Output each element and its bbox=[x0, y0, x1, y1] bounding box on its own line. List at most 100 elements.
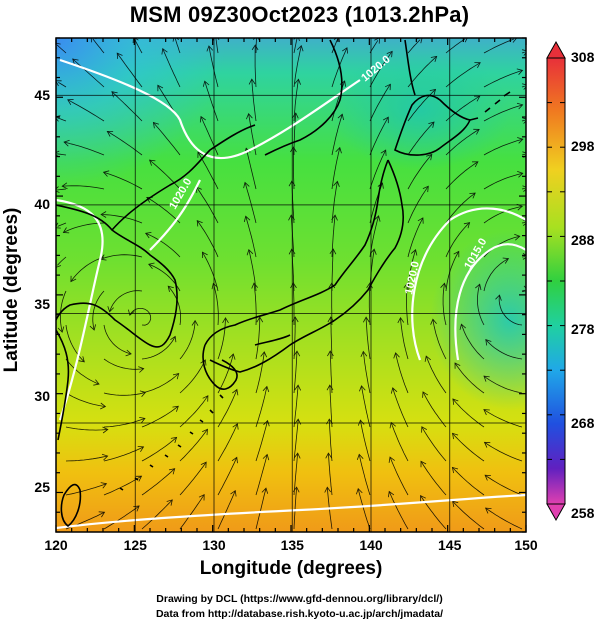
streamline-arrow bbox=[232, 423, 239, 430]
contour-1020-east bbox=[411, 207, 526, 361]
streamline bbox=[149, 159, 181, 190]
streamline-arrow bbox=[483, 375, 490, 382]
streamline bbox=[483, 172, 523, 190]
streamline-arrow bbox=[475, 283, 482, 291]
streamline bbox=[484, 474, 523, 496]
streamline bbox=[174, 38, 181, 54]
coast-china-korea bbox=[56, 204, 178, 348]
streamline-arrow bbox=[421, 426, 427, 433]
streamline bbox=[328, 419, 333, 462]
streamline-arrow bbox=[374, 38, 380, 44]
streamline-arrow bbox=[403, 282, 411, 289]
streamline-arrow bbox=[148, 262, 155, 269]
streamline bbox=[57, 256, 67, 266]
streamline bbox=[432, 319, 447, 360]
streamline bbox=[483, 375, 523, 394]
streamline bbox=[521, 188, 525, 190]
streamline-arrow bbox=[251, 44, 259, 51]
streamline bbox=[406, 283, 409, 326]
streamline bbox=[368, 282, 371, 326]
streamline bbox=[255, 38, 257, 54]
streamline bbox=[369, 149, 387, 190]
streamline bbox=[146, 197, 181, 224]
streamline-arrow bbox=[139, 417, 146, 424]
streamline bbox=[293, 453, 299, 496]
streamline-arrow bbox=[512, 38, 518, 43]
y-tick-label-30: 30 bbox=[34, 388, 50, 404]
streamline bbox=[392, 387, 409, 428]
streamline bbox=[445, 95, 480, 122]
streamline-arrow bbox=[429, 88, 437, 96]
streamline bbox=[217, 490, 236, 530]
contour-1020-west bbox=[56, 198, 104, 421]
streamline-arrow bbox=[291, 316, 299, 323]
streamline-arrow bbox=[246, 248, 254, 256]
streamline-arrow bbox=[420, 494, 426, 502]
streamline bbox=[57, 222, 67, 227]
streamline-arrow bbox=[148, 159, 156, 166]
streamline bbox=[521, 153, 525, 156]
streamline bbox=[485, 507, 523, 530]
streamline-arrow bbox=[116, 52, 123, 59]
streamline bbox=[331, 47, 348, 88]
coast-kurils bbox=[469, 91, 511, 121]
streamline bbox=[103, 446, 144, 462]
streamline-arrow bbox=[326, 384, 334, 391]
streamline-arrow bbox=[90, 38, 97, 43]
streamline bbox=[65, 455, 108, 462]
streamline bbox=[217, 423, 238, 462]
streamline-arrow bbox=[56, 150, 60, 158]
streamline-arrow bbox=[410, 249, 418, 256]
streamline-arrow bbox=[362, 316, 370, 323]
streamline-arrow bbox=[327, 350, 334, 357]
streamline-arrow bbox=[243, 215, 251, 223]
streamline-arrow bbox=[360, 350, 368, 357]
streamline-arrow bbox=[471, 161, 479, 168]
streamline bbox=[92, 38, 105, 54]
streamline-arrow bbox=[202, 395, 209, 402]
streamline-arrow bbox=[157, 84, 164, 92]
streamline-arrow bbox=[514, 233, 521, 241]
streamline bbox=[111, 91, 143, 122]
streamline bbox=[369, 117, 389, 156]
streamline bbox=[483, 409, 523, 428]
streamline bbox=[442, 283, 447, 326]
streamline-arrow bbox=[161, 47, 168, 55]
colorbar-label-298: 298 bbox=[571, 138, 595, 154]
cold-region-northwest bbox=[56, 38, 226, 188]
coast-hokkaido bbox=[394, 94, 472, 156]
streamline-arrow bbox=[170, 335, 177, 343]
streamline-arrow bbox=[57, 326, 65, 333]
y-tick-label-25: 25 bbox=[34, 479, 50, 495]
streamline bbox=[129, 308, 152, 326]
streamline-arrow bbox=[522, 185, 526, 192]
streamline-arrow bbox=[166, 499, 173, 506]
coast-kyushu bbox=[202, 344, 238, 390]
streamline-arrow bbox=[197, 151, 204, 158]
streamline bbox=[422, 391, 447, 428]
streamline bbox=[255, 317, 261, 360]
streamline-arrow bbox=[56, 80, 62, 87]
streamline bbox=[445, 222, 470, 258]
streamline bbox=[200, 116, 219, 156]
streamline-arrow bbox=[78, 356, 85, 363]
streamline bbox=[212, 283, 219, 326]
streamline-arrow bbox=[67, 99, 74, 106]
streamline-arrow bbox=[290, 146, 297, 153]
streamline-arrow bbox=[261, 487, 269, 494]
streamline-arrow bbox=[390, 387, 398, 394]
streamline bbox=[369, 51, 393, 88]
streamline-arrow bbox=[260, 351, 268, 358]
streamline bbox=[103, 324, 132, 355]
x-tick-label-135: 135 bbox=[281, 537, 305, 553]
streamline-arrow bbox=[333, 180, 340, 187]
streamline-arrow bbox=[422, 185, 429, 193]
streamline bbox=[328, 453, 333, 496]
contour-1020-north bbox=[59, 58, 361, 160]
streamline bbox=[255, 454, 268, 496]
streamline bbox=[331, 181, 338, 224]
streamline bbox=[483, 38, 515, 54]
streamline-arrow bbox=[290, 282, 297, 289]
streamline-arrow bbox=[516, 68, 524, 75]
streamline bbox=[365, 317, 371, 360]
